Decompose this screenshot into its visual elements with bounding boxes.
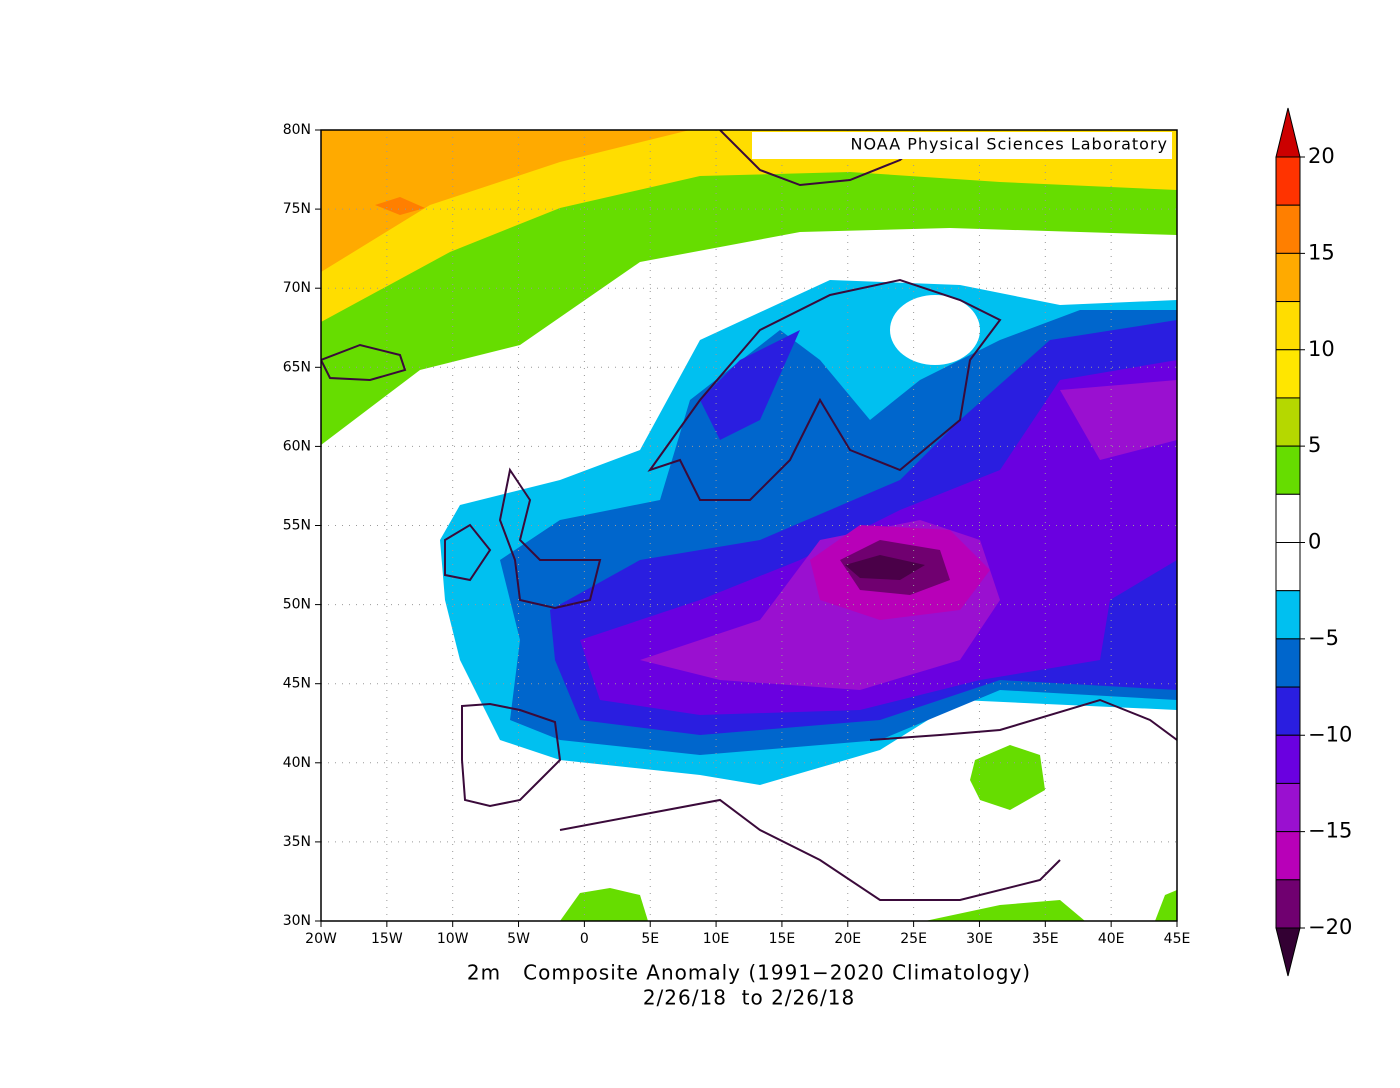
colorbar-segment — [1275, 638, 1301, 688]
region-purple-east — [1060, 380, 1177, 460]
credit: NOAA Physical Sciences Laboratory — [851, 135, 1168, 154]
lat-label: 50N — [283, 597, 311, 613]
lat-label: 30N — [283, 913, 311, 929]
colorbar-segment — [1275, 349, 1301, 399]
anomaly-field — [321, 130, 1177, 921]
colorbar-label: 0 — [1308, 530, 1321, 554]
colorbar-segment — [1275, 590, 1301, 640]
colorbar-segment — [1275, 782, 1301, 833]
lon-label: 20W — [305, 931, 337, 947]
lat-label: 75N — [283, 201, 311, 217]
colorbar-label: −5 — [1308, 626, 1339, 650]
patch-green-se — [925, 900, 1085, 921]
colorbar-segment — [1275, 831, 1301, 881]
lat-label: 35N — [283, 834, 311, 850]
lon-label: 10E — [703, 931, 730, 947]
colorbar-segment — [1275, 686, 1301, 736]
lon-label: 30E — [966, 931, 993, 947]
lat-label: 45N — [283, 676, 311, 692]
band-orange — [321, 130, 690, 272]
lat-label: 40N — [283, 755, 311, 771]
colorbar-segment — [1275, 156, 1301, 206]
colorbar-segment — [1275, 542, 1301, 592]
colorbar-bottom-arrow — [1275, 927, 1301, 977]
credit-box — [752, 132, 1172, 159]
lat-label: 65N — [283, 359, 311, 375]
colorbar-label: −15 — [1308, 819, 1352, 843]
colorbar-segment — [1275, 734, 1301, 784]
colorbar-label: −10 — [1308, 722, 1352, 746]
colorbar-label: 10 — [1308, 337, 1335, 361]
colorbar-segment — [1275, 204, 1301, 254]
colorbar-label: 5 — [1308, 433, 1321, 457]
colorbar-top-arrow — [1275, 107, 1301, 158]
lon-label: 20E — [834, 931, 861, 947]
lat-label: 55N — [283, 518, 311, 534]
patch-green-turkey — [970, 745, 1045, 810]
patch-green-corner — [1155, 890, 1177, 921]
lon-label: 25E — [900, 931, 927, 947]
lat-label: 70N — [283, 280, 311, 296]
grid — [321, 130, 1177, 921]
caption-line-1: 2m Composite Anomaly (1991−2020 Climatol… — [467, 961, 1031, 985]
hole-white — [890, 295, 980, 365]
lon-label: 10W — [437, 931, 469, 947]
colorbar: 20 15 10 5 0 −5 −10 −15 −20 — [1275, 107, 1352, 977]
colorbar-segment — [1275, 301, 1301, 351]
colorbar-segment — [1275, 252, 1301, 303]
colorbar-label: −20 — [1308, 915, 1352, 939]
colorbar-segment — [1275, 493, 1301, 543]
lat-label: 60N — [283, 438, 311, 454]
colorbar-label: 20 — [1308, 144, 1335, 168]
colorbar-segment — [1275, 397, 1301, 447]
colorbar-segment — [1275, 879, 1301, 929]
lon-label: 15E — [769, 931, 796, 947]
lon-label: 15W — [371, 931, 403, 947]
colorbar-segment — [1275, 445, 1301, 495]
lon-label: 40E — [1098, 931, 1125, 947]
colorbar-label: 15 — [1308, 240, 1335, 264]
lon-label: 5E — [641, 931, 659, 947]
patch-deepblue — [700, 330, 800, 440]
lon-label: 35E — [1032, 931, 1059, 947]
patch-darkorange — [375, 197, 425, 215]
region-darkest — [845, 555, 925, 580]
lon-label: 0 — [580, 931, 589, 947]
lon-label: 45E — [1164, 931, 1191, 947]
band-yellow — [321, 130, 1177, 322]
lat-label: 80N — [283, 122, 311, 138]
lon-label: 5W — [507, 931, 530, 947]
patch-green-africa — [560, 888, 648, 921]
caption-line-2: 2/26/18 to 2/26/18 — [643, 986, 855, 1010]
coastlines — [321, 130, 1177, 901]
